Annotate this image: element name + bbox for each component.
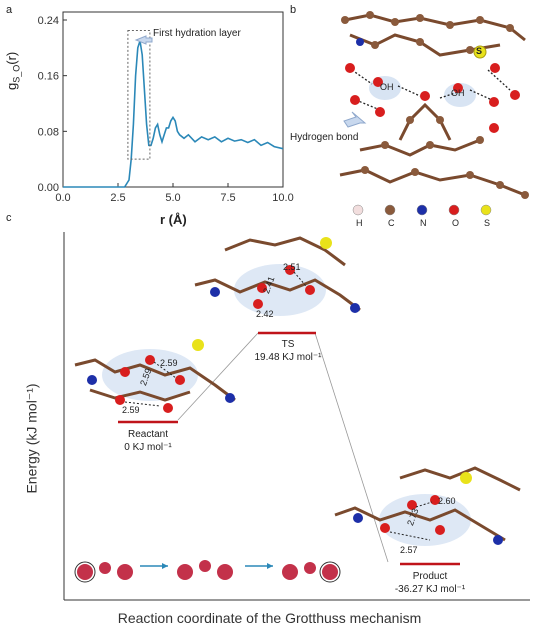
legend-c: C (388, 218, 395, 228)
legend-h: H (356, 218, 363, 228)
panel-label-b: b (290, 4, 297, 16)
energy-ylabel: Energy (kJ mol⁻¹) (23, 383, 40, 494)
panel-label-c: c (6, 212, 12, 224)
legend-swatch (448, 204, 460, 216)
legend-swatch (416, 204, 428, 216)
product-structure (334, 466, 521, 546)
hydrogen-bonds (351, 69, 511, 111)
legend-swatch (480, 204, 492, 216)
rdf-series-line (63, 40, 284, 188)
ts-dist-3: 2.42 (256, 309, 274, 319)
legend-n: N (420, 218, 427, 228)
annotation-arrow (134, 35, 153, 45)
panel-label-a: a (6, 4, 13, 16)
atom-legend (352, 204, 492, 216)
product-name: Product (412, 571, 448, 582)
first-peak-box (127, 29, 151, 160)
reactant-energy: 0 KJ mol⁻¹ (124, 442, 172, 453)
oxygen-atoms (345, 63, 520, 133)
ts-energy: 19.48 KJ mol⁻¹ (254, 352, 322, 363)
x-tick-label: 5.0 (165, 192, 180, 204)
ts-name: TS (281, 339, 295, 350)
product-dist-3: 2.57 (400, 545, 418, 555)
ts-dist-1: 2.51 (283, 262, 301, 272)
oh-label-1: OH (380, 82, 394, 92)
y-tick-label: 0.16 (38, 71, 59, 83)
rdf-xlabel: r (Å) (160, 212, 187, 227)
reactant-dist-1: 2.59 (160, 358, 178, 368)
y-tick-label: 0.24 (38, 15, 59, 27)
reactant-label: Reactant 0 KJ mol⁻¹ (108, 428, 188, 454)
product-label: Product -36.27 KJ mol⁻¹ (380, 570, 480, 596)
product-energy: -36.27 KJ mol⁻¹ (394, 584, 466, 595)
energy-xlabel: Reaction coordinate of the Grotthuss mec… (117, 610, 422, 626)
legend-o: O (452, 218, 460, 228)
y-tick-label: 0.08 (38, 126, 59, 138)
sulfur-atom (473, 45, 487, 59)
s-atom-label: S (476, 46, 483, 56)
hbond-arrow (343, 111, 367, 128)
nitrogen-atom (356, 38, 364, 46)
reactant-dist-3: 2.59 (122, 405, 140, 415)
grotthuss-steps (74, 560, 341, 583)
legend-swatch (384, 204, 396, 216)
legend-swatch (352, 204, 364, 216)
ts-label: TS 19.48 KJ mol⁻¹ (238, 338, 338, 364)
y-tick-label: 0.00 (38, 182, 59, 194)
hbond-label: Hydrogen bond (290, 132, 359, 143)
first-hydration-annotation: First hydration layer (153, 28, 241, 39)
x-tick-label: 7.5 (220, 192, 235, 204)
carbon-atoms (341, 11, 529, 199)
legend-s: S (484, 218, 491, 228)
ts-structure (194, 236, 361, 316)
oh-label-2: OH (451, 88, 465, 98)
x-tick-label: 2.5 (110, 192, 125, 204)
x-tick-label: 0.0 (55, 192, 70, 204)
x-tick-label: 10.0 (272, 192, 293, 204)
reactant-structure (74, 339, 236, 413)
product-dist-1: 2.60 (438, 496, 456, 506)
reactant-name: Reactant (127, 429, 169, 440)
